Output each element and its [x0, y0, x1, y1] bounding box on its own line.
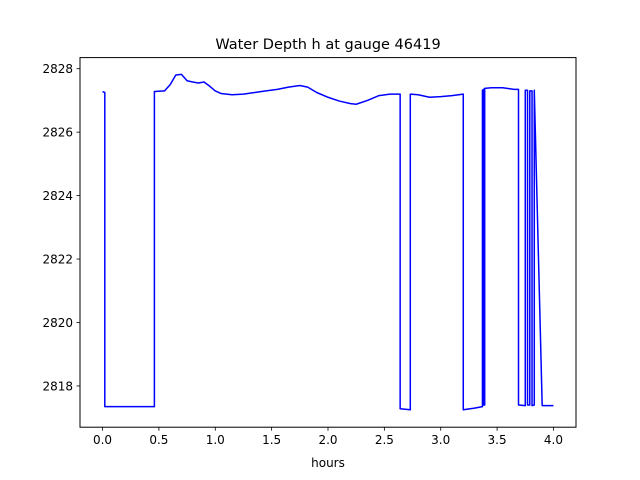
x-tick-label: 4.0 [544, 433, 563, 447]
y-axis: 2818 2820 2822 2824 2826 2828 [42, 62, 80, 393]
x-axis: 0.0 0.5 1.0 1.5 2.0 2.5 3.0 3.5 4.0 [93, 427, 563, 447]
y-tick-label: 2828 [42, 62, 73, 76]
x-tick-label: 3.0 [431, 433, 450, 447]
chart-title: Water Depth h at gauge 46419 [215, 37, 440, 53]
x-tick-label: 0.0 [93, 433, 112, 447]
x-tick-label: 0.5 [149, 433, 168, 447]
x-axis-label: hours [311, 456, 345, 470]
x-tick-label: 2.0 [318, 433, 337, 447]
x-tick-label: 3.5 [488, 433, 507, 447]
y-tick-label: 2822 [42, 252, 73, 266]
x-tick-label: 1.0 [206, 433, 225, 447]
y-tick-label: 2820 [42, 316, 73, 330]
x-tick-label: 2.5 [375, 433, 394, 447]
y-tick-label: 2818 [42, 379, 73, 393]
y-tick-label: 2824 [42, 189, 73, 203]
series-line-0 [102, 73, 554, 411]
y-tick-label: 2826 [42, 125, 73, 139]
x-tick-label: 1.5 [262, 433, 281, 447]
